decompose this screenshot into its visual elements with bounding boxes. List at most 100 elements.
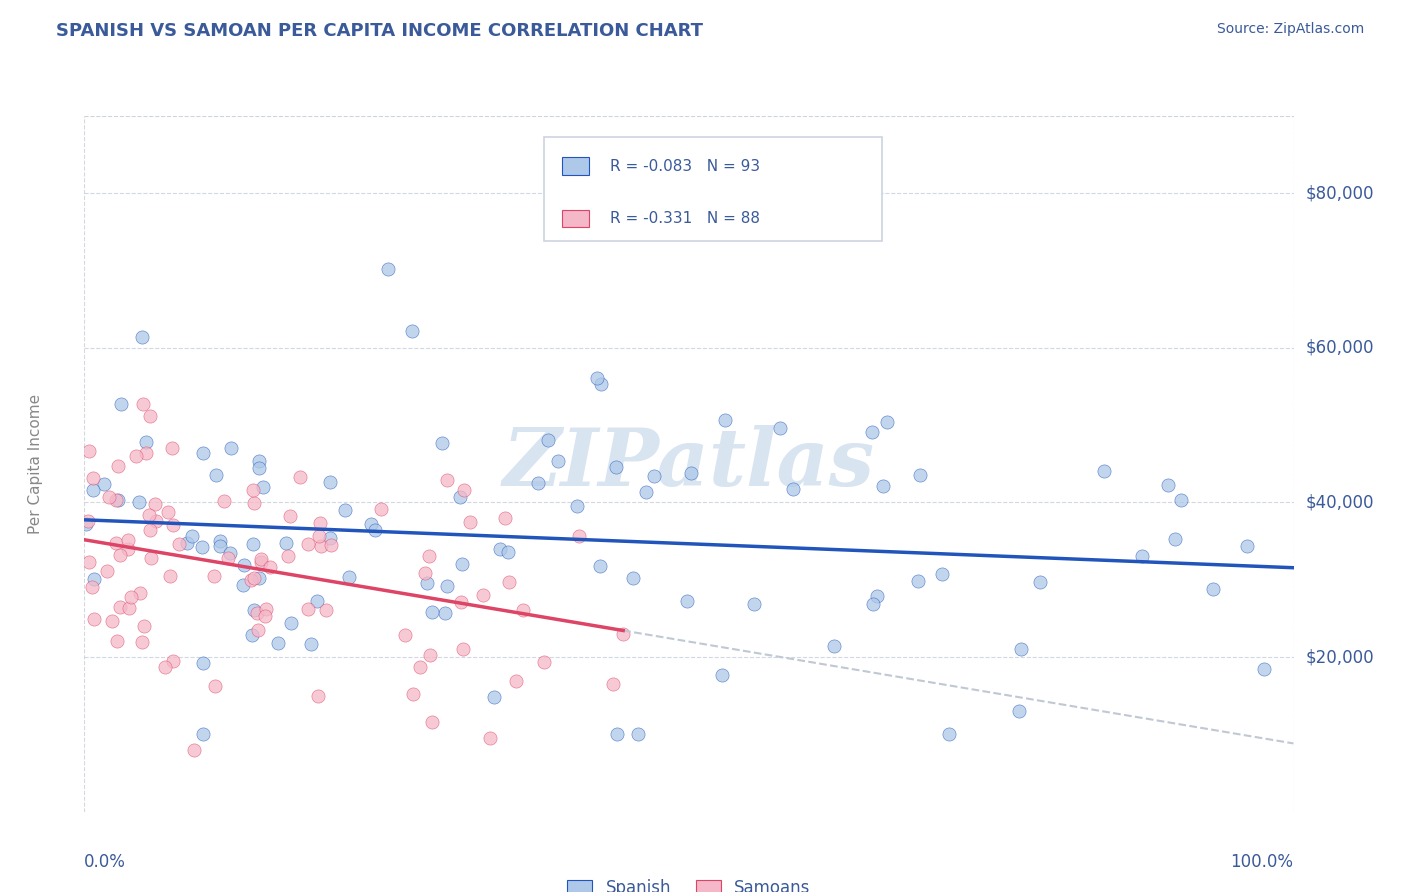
Text: R = -0.083   N = 93: R = -0.083 N = 93: [610, 159, 761, 174]
Point: [908, 467, 931, 482]
Point: [872, 479, 894, 493]
Point: [401, 325, 423, 339]
Point: [605, 459, 627, 474]
Point: [246, 606, 269, 620]
Point: [162, 518, 184, 533]
Legend: Spanish, Samoans: Spanish, Samoans: [561, 872, 817, 892]
Point: [1092, 464, 1115, 478]
Point: [430, 436, 453, 450]
Point: [204, 569, 226, 583]
Point: [217, 550, 239, 565]
Point: [713, 412, 735, 426]
Point: [568, 529, 591, 543]
Point: [363, 523, 385, 537]
Point: [247, 460, 270, 475]
Point: [297, 602, 319, 616]
Point: [436, 579, 458, 593]
Point: [377, 261, 399, 276]
Bar: [562, 210, 589, 227]
Point: [107, 458, 129, 473]
Point: [249, 555, 271, 569]
Point: [498, 575, 520, 590]
Point: [402, 687, 425, 701]
FancyBboxPatch shape: [544, 136, 883, 241]
Point: [1170, 492, 1192, 507]
Point: [370, 502, 392, 516]
Point: [413, 566, 436, 581]
Point: [319, 531, 342, 545]
Point: [450, 595, 472, 609]
Point: [458, 515, 481, 529]
Point: [100, 614, 122, 628]
Point: [167, 537, 190, 551]
Point: [337, 570, 360, 584]
Point: [143, 497, 166, 511]
Point: [214, 494, 236, 508]
Point: [243, 496, 266, 510]
Point: [1164, 532, 1187, 546]
Point: [129, 585, 152, 599]
Point: [104, 493, 127, 508]
Point: [308, 529, 330, 543]
Point: [679, 467, 702, 481]
Point: [876, 415, 898, 429]
Point: [278, 509, 301, 524]
Point: [104, 535, 127, 549]
Point: [145, 514, 167, 528]
Point: [79, 555, 101, 569]
Point: [931, 567, 953, 582]
Point: [333, 502, 356, 516]
Point: [239, 573, 262, 587]
Point: [153, 660, 176, 674]
Point: [866, 589, 889, 603]
Point: [132, 397, 155, 411]
Point: [135, 434, 157, 449]
Point: [938, 727, 960, 741]
Point: [77, 514, 100, 528]
Point: [420, 606, 443, 620]
Point: [489, 541, 512, 556]
Point: [82, 483, 104, 497]
Point: [252, 480, 274, 494]
Point: [97, 490, 120, 504]
Text: $20,000: $20,000: [1306, 648, 1374, 666]
Point: [533, 655, 555, 669]
Point: [643, 469, 665, 483]
Point: [602, 677, 624, 691]
Point: [453, 483, 475, 498]
Point: [907, 574, 929, 588]
Point: [612, 627, 634, 641]
Point: [862, 597, 884, 611]
Text: $40,000: $40,000: [1306, 493, 1374, 511]
Point: [108, 599, 131, 614]
Point: [449, 491, 471, 505]
Text: $80,000: $80,000: [1306, 185, 1374, 202]
Text: 100.0%: 100.0%: [1230, 854, 1294, 871]
Point: [276, 536, 298, 550]
Point: [627, 727, 650, 741]
Point: [132, 619, 155, 633]
Point: [537, 433, 560, 447]
Point: [711, 668, 734, 682]
Point: [193, 656, 215, 670]
Point: [208, 539, 231, 553]
Text: Per Capita Income: Per Capita Income: [28, 393, 44, 534]
Point: [860, 425, 883, 440]
Point: [277, 549, 299, 564]
Point: [606, 727, 628, 741]
Point: [117, 542, 139, 557]
Point: [125, 449, 148, 463]
Point: [138, 523, 160, 537]
Bar: [562, 157, 589, 175]
Point: [436, 473, 458, 487]
Point: [297, 537, 319, 551]
Point: [259, 559, 281, 574]
Point: [128, 495, 150, 509]
Point: [120, 590, 142, 604]
Point: [420, 715, 443, 730]
Point: [478, 731, 501, 745]
Point: [565, 500, 588, 514]
Point: [176, 536, 198, 550]
Point: [254, 602, 277, 616]
Text: 0.0%: 0.0%: [84, 854, 127, 871]
